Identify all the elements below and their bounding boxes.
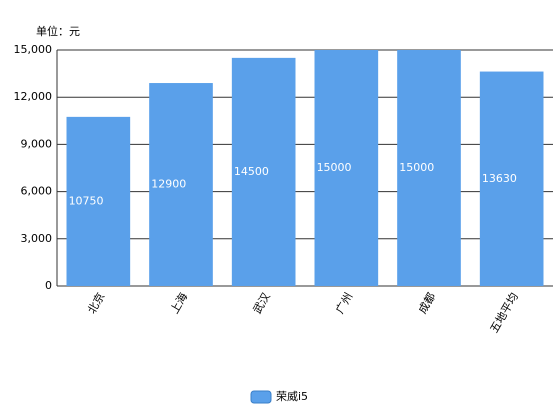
value-label: 12900 <box>151 178 186 191</box>
y-tick-label: 9,000 <box>21 137 53 150</box>
x-tick-label: 武汉 <box>251 291 273 317</box>
x-tick-label: 北京 <box>84 290 107 316</box>
y-tick-label: 3,000 <box>21 232 53 245</box>
axis-unit: 单位：元 <box>36 24 80 38</box>
legend-label: 荣威i5 <box>276 390 308 403</box>
y-tick-label: 6,000 <box>21 185 53 198</box>
bar <box>149 83 213 286</box>
legend-swatch <box>250 390 272 404</box>
bar <box>314 50 379 286</box>
value-label: 13630 <box>482 172 517 185</box>
value-label: 10750 <box>69 194 104 207</box>
bar <box>66 116 131 286</box>
x-tick-label: 广州 <box>333 291 355 317</box>
value-label: 14500 <box>234 165 269 178</box>
y-tick-label: 15,000 <box>14 43 53 56</box>
y-tick-label: 12,000 <box>14 90 53 103</box>
x-tick-label: 上海 <box>167 290 190 316</box>
x-tick-label: 五地平均 <box>488 291 521 336</box>
bar <box>231 57 296 286</box>
value-label: 15000 <box>399 161 434 174</box>
x-tick-label: 成都 <box>416 291 438 317</box>
y-tick-label: 0 <box>45 279 52 292</box>
value-label: 15000 <box>317 161 352 174</box>
bar <box>479 71 544 287</box>
bar <box>397 50 461 286</box>
